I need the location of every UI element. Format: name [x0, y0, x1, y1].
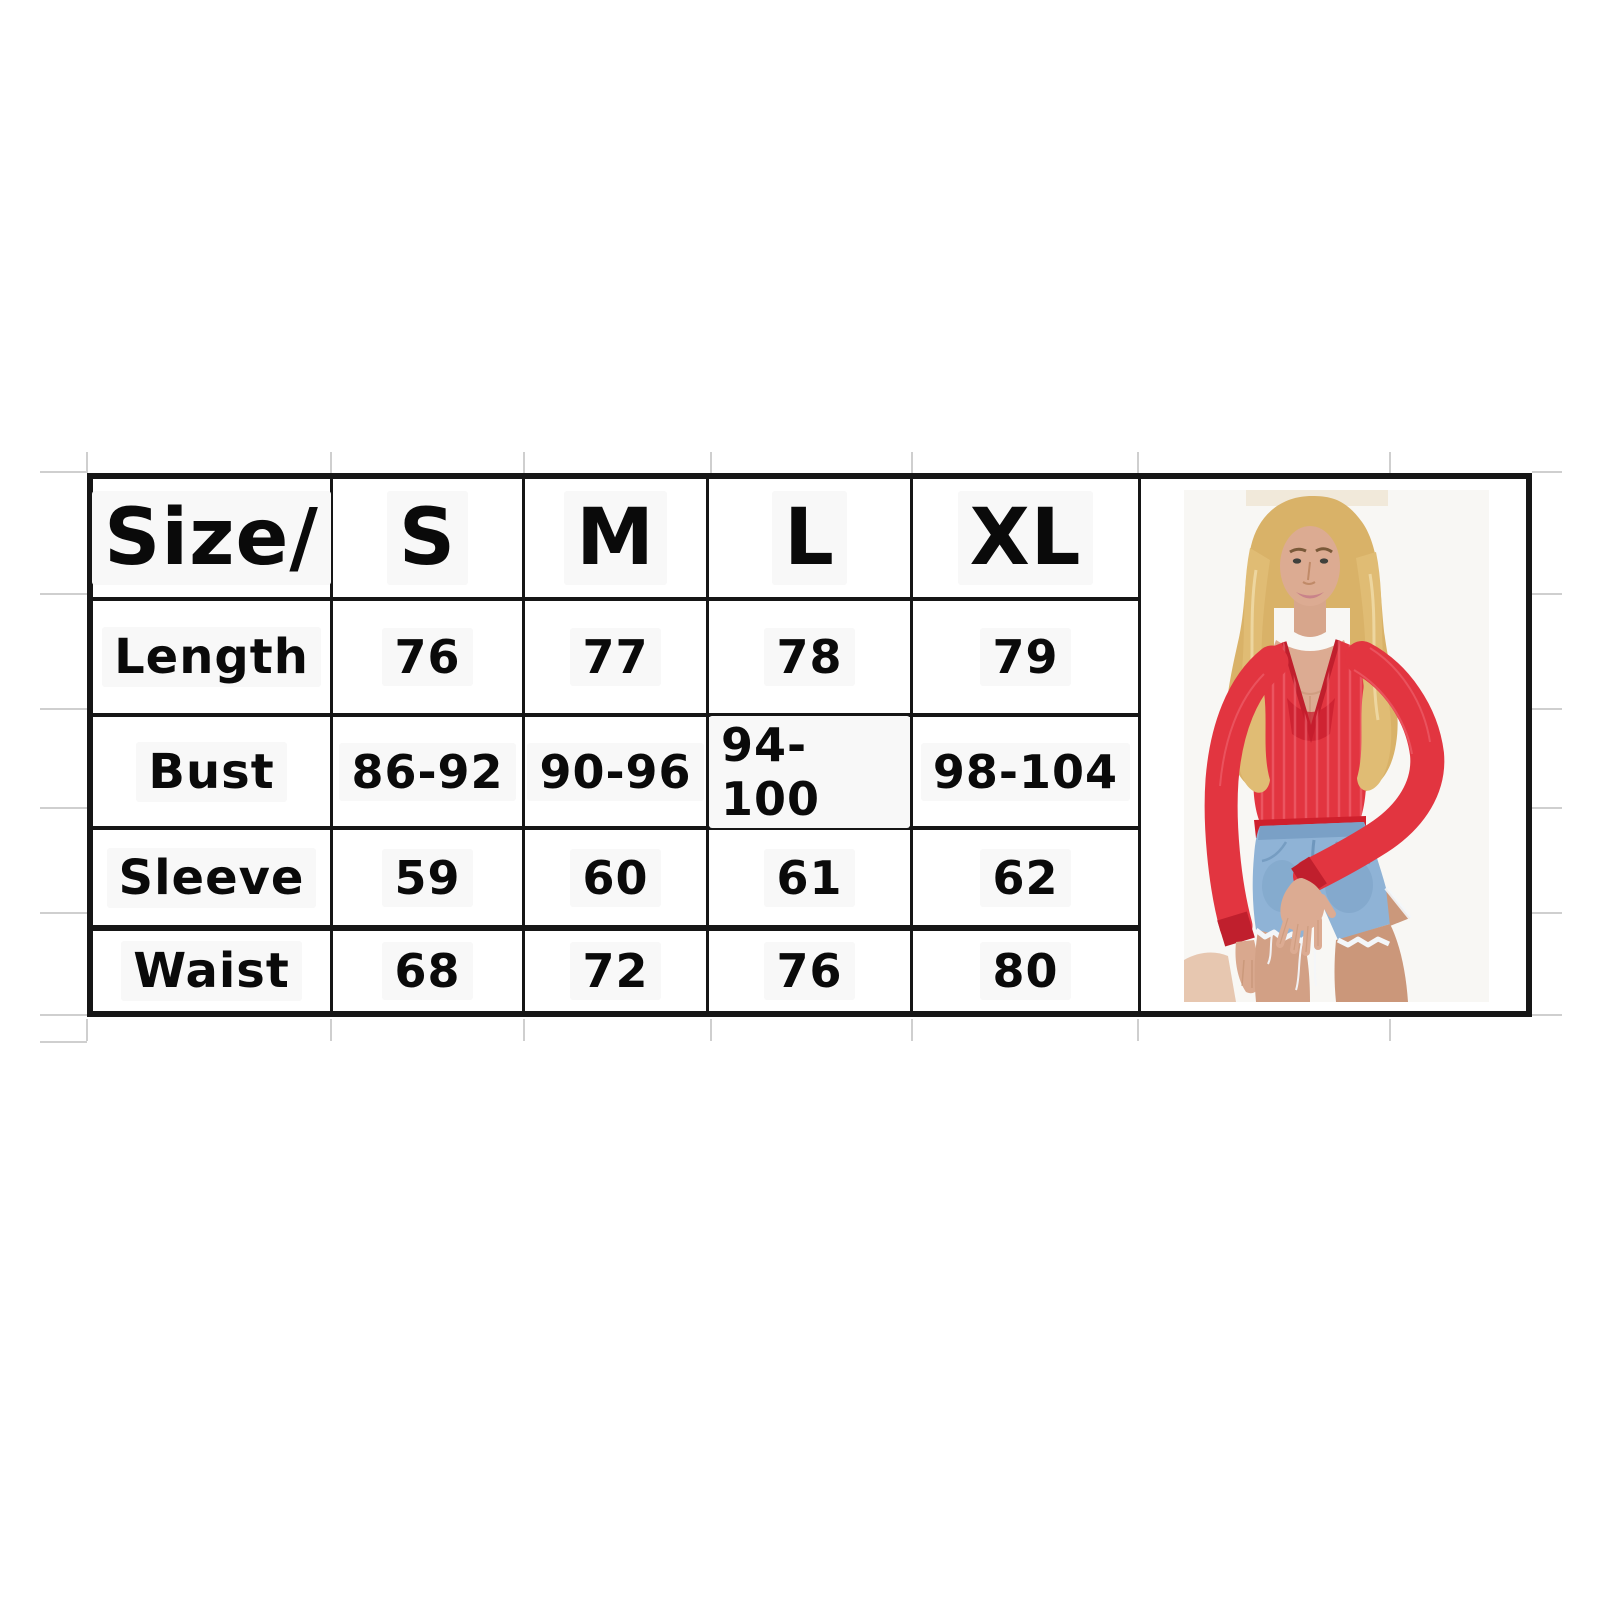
gridline [40, 593, 87, 595]
bust-m: 90-96 [525, 717, 709, 830]
gridline [710, 452, 712, 473]
length-xl: 79 [913, 601, 1141, 717]
gridline [86, 1019, 88, 1041]
model-photo [1184, 490, 1489, 1002]
gridline [330, 1019, 332, 1041]
row-label-bust: Bust [93, 717, 333, 830]
gridline [1532, 708, 1562, 710]
gridline [911, 1019, 913, 1041]
waist-xl: 80 [913, 931, 1141, 1011]
gridline [1532, 912, 1562, 914]
length-s: 76 [333, 601, 525, 717]
header-l: L [709, 479, 913, 601]
header-s: S [333, 479, 525, 601]
neck [1294, 596, 1326, 637]
eyebrows [1289, 547, 1333, 554]
gridline [523, 1019, 525, 1041]
row-label-length: Length [93, 601, 333, 717]
gridline [523, 452, 525, 473]
header-size: Size/ [92, 479, 333, 601]
length-l: 78 [709, 601, 913, 717]
gridline [330, 452, 332, 473]
gridline [1389, 1019, 1391, 1041]
background-leg [1184, 952, 1236, 1002]
fray-right [1336, 936, 1391, 948]
bra-hint [1287, 698, 1335, 741]
gridline [40, 471, 87, 473]
sleeve-right-crossing [1293, 641, 1445, 893]
gridline [1137, 1019, 1139, 1041]
hand-left [1235, 940, 1261, 994]
length-m: 77 [525, 601, 709, 717]
gridline [911, 452, 913, 473]
gridline [1389, 452, 1391, 473]
eye-right [1319, 558, 1329, 564]
size-chart-table: Size/ S M L XL Length 76 77 78 79 Bust 8… [87, 473, 1532, 1017]
gridline [1532, 471, 1562, 473]
gridline [40, 807, 87, 809]
waist-m: 72 [525, 931, 709, 1011]
lips [1296, 592, 1324, 599]
waist-l: 76 [709, 931, 913, 1011]
row-label-sleeve: Sleeve [93, 830, 333, 931]
gridline [1532, 593, 1562, 595]
gridline [1532, 807, 1562, 809]
bust-xl: 98-104 [913, 717, 1141, 830]
sleeve-m: 60 [525, 830, 709, 931]
sleeve-left [1204, 645, 1289, 943]
bust-s: 86-92 [333, 717, 525, 830]
bust-l: 94-100 [709, 715, 913, 830]
gridline [40, 708, 87, 710]
header-xl: XL [913, 479, 1141, 601]
cuff-left [1217, 911, 1255, 947]
waistband [1258, 822, 1366, 840]
product-photo-cell [1141, 479, 1526, 1011]
sleeve-xl: 62 [913, 830, 1141, 931]
gridline [40, 912, 87, 914]
waist-s: 68 [333, 931, 525, 1011]
gridline [40, 1014, 87, 1016]
gridline [1532, 1014, 1562, 1016]
row-label-waist: Waist [93, 931, 333, 1011]
gridline [710, 1019, 712, 1041]
eye-left [1292, 558, 1302, 564]
gridline [1137, 452, 1139, 473]
gridline [40, 1041, 87, 1043]
nose [1302, 561, 1316, 585]
sleeve-s: 59 [333, 830, 525, 931]
header-m: M [525, 479, 709, 601]
gridline [86, 452, 88, 473]
fray-cut [1384, 886, 1412, 920]
sleeve-l: 61 [709, 830, 913, 931]
